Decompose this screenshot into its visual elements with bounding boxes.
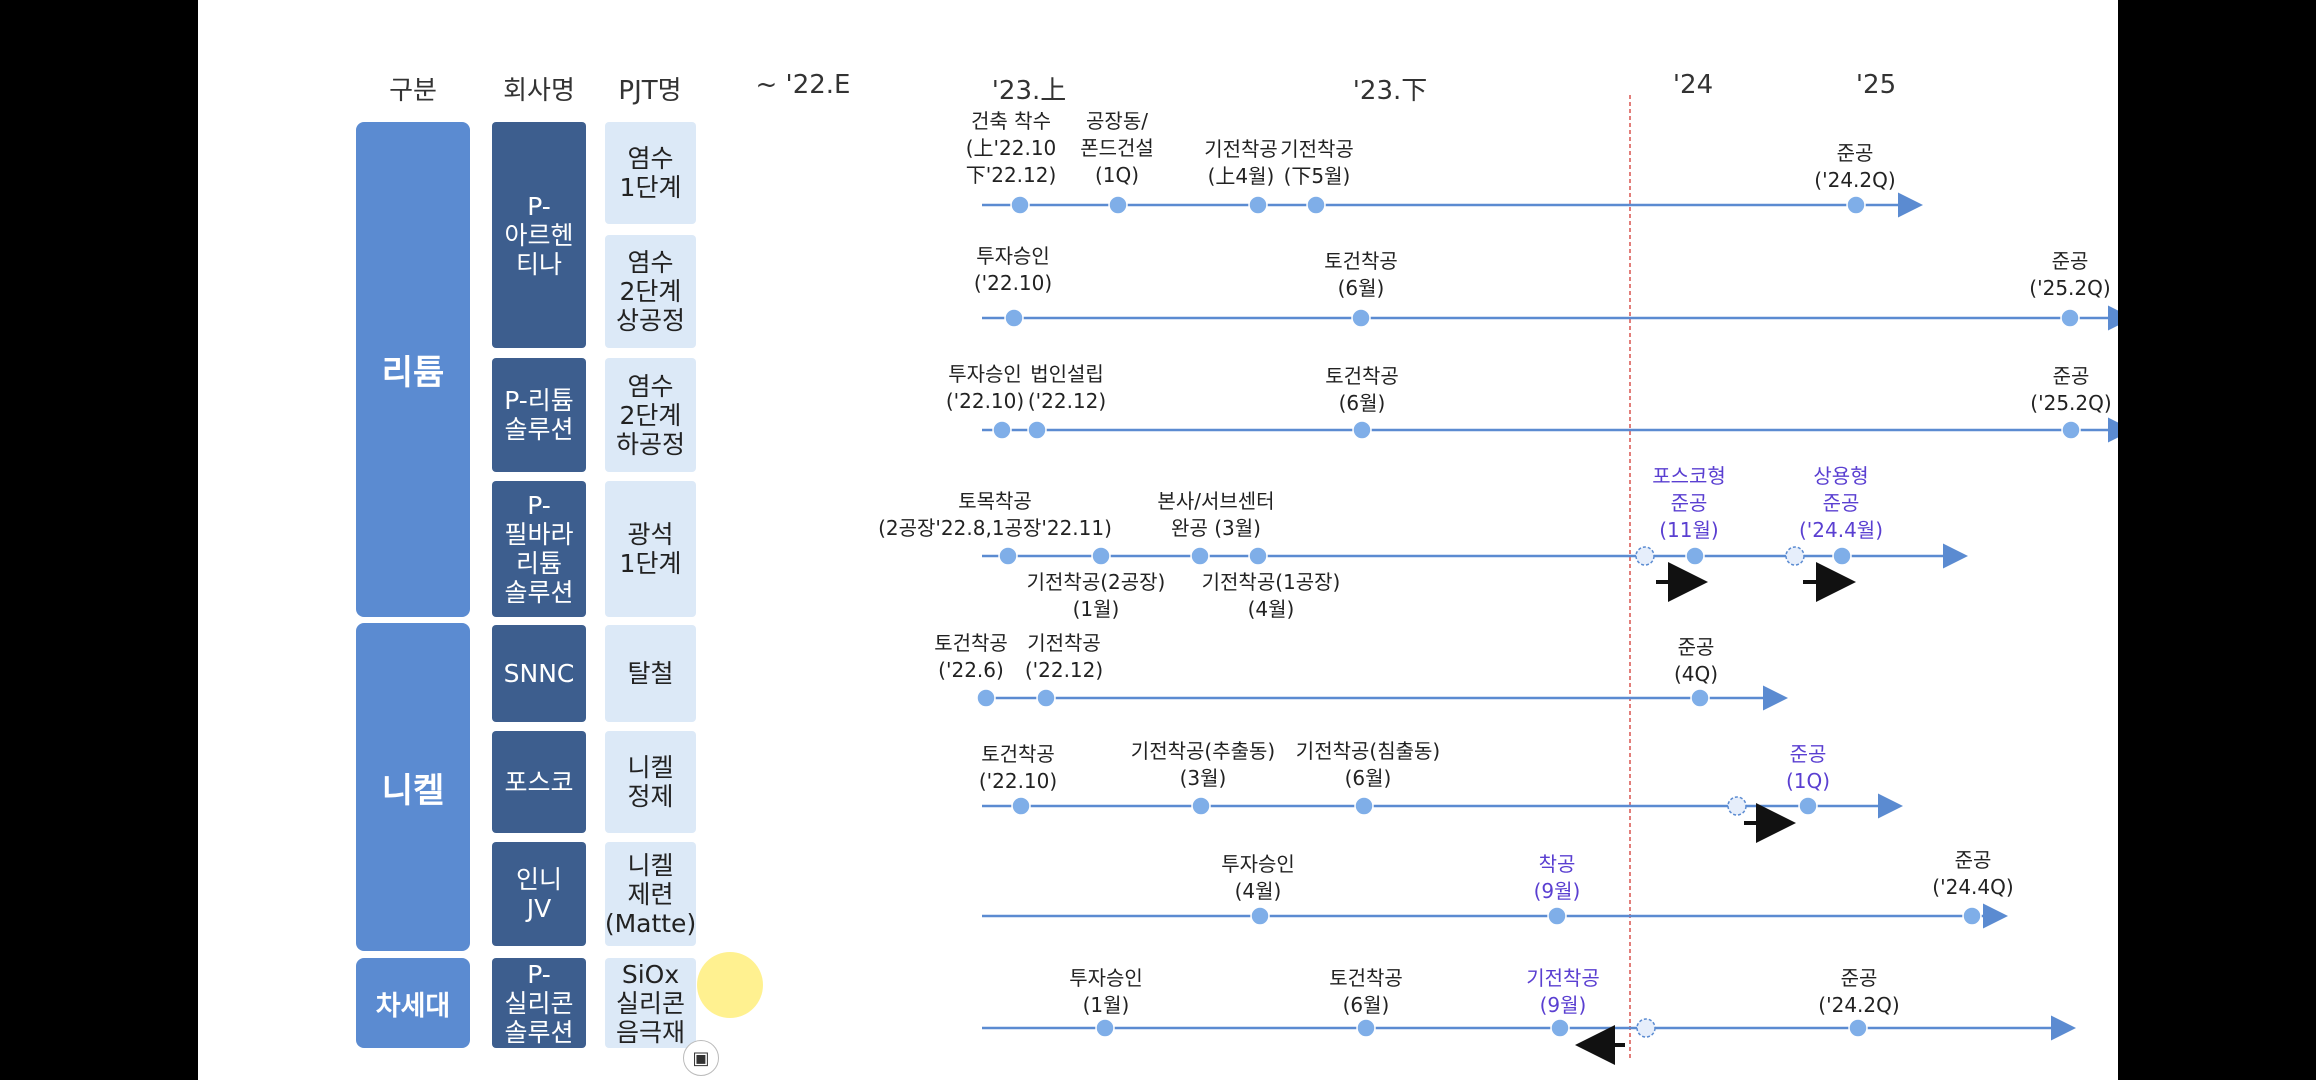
- milestone-marker: [1547, 906, 1567, 926]
- milestone-label: 준공 ('25.2Q): [2029, 249, 2111, 300]
- milestone-label: 상용형 준공 ('24.4월): [1798, 464, 1884, 542]
- company-p-lithium-solution: P-리튬 솔루션: [492, 358, 586, 472]
- milestone-label: 토건착공 (6월): [1329, 966, 1403, 1017]
- milestone-marker: [1191, 796, 1211, 816]
- milestone-label: 투자승인 (1월): [1069, 966, 1143, 1017]
- project-nickel-smelting: 니켈 제련 (Matte): [605, 842, 696, 946]
- project-brine-phase2-upper: 염수 2단계 상공정: [605, 235, 696, 348]
- milestone-label: 준공 ('25.2Q): [2030, 364, 2112, 415]
- company-posco: 포스코: [492, 731, 586, 833]
- milestone-label: 준공 (1Q): [1785, 742, 1831, 793]
- category-lithium: 리튬: [356, 122, 470, 617]
- milestone-marker: [992, 420, 1012, 440]
- planned-milestone-marker: [1785, 546, 1805, 566]
- milestone-label: 포스코형 준공 (11월): [1652, 464, 1726, 542]
- milestone-label: 기전착공(추출동) (3월): [1130, 739, 1276, 790]
- milestone-label: 기전착공(2공장) (1월): [1026, 570, 1166, 621]
- milestone-label: 토건착공 ('22.10): [978, 742, 1058, 793]
- milestone-marker: [1832, 546, 1852, 566]
- milestone-label: 토건착공 ('22.6): [934, 631, 1008, 682]
- milestone-marker: [1004, 308, 1024, 328]
- milestone-marker: [1036, 688, 1056, 708]
- milestone-marker: [976, 688, 996, 708]
- milestone-marker: [1846, 195, 1866, 215]
- timeline-canvas: [976, 95, 2118, 1065]
- company-snnc: SNNC: [492, 625, 586, 722]
- planned-milestone-marker: [1635, 546, 1655, 566]
- timeline-slide: 구분 회사명 PJT명 ~ '22.E '23.上 '23.下 '24 '25 …: [198, 0, 2118, 1080]
- milestone-marker: [1848, 1018, 1868, 1038]
- company-p-pilbara: P- 필바라 리튬 솔루션: [492, 481, 586, 617]
- milestone-marker: [1010, 195, 1030, 215]
- category-next-gen: 차세대: [356, 958, 470, 1048]
- milestone-marker: [1108, 195, 1128, 215]
- header-category: 구분: [389, 76, 437, 106]
- milestone-marker: [1690, 688, 1710, 708]
- milestone-marker: [1027, 420, 1047, 440]
- header-period-24: '24: [1672, 70, 1714, 100]
- header-project: PJT명: [618, 76, 682, 106]
- milestone-marker: [2061, 420, 2081, 440]
- milestone-label: 건축 착수 (上'22.10 下'22.12): [965, 109, 1057, 187]
- header-company: 회사명: [503, 76, 575, 106]
- project-brine-phase1: 염수 1단계: [605, 122, 696, 224]
- project-siox-anode: SiOx 실리콘 음극재: [605, 958, 696, 1048]
- project-brine-phase2-lower: 염수 2단계 하공정: [605, 358, 696, 472]
- milestone-marker: [998, 546, 1018, 566]
- milestone-marker: [1248, 195, 1268, 215]
- milestone-marker: [1351, 308, 1371, 328]
- milestone-label: 투자승인 ('22.10): [945, 362, 1025, 413]
- planned-milestone-marker: [1727, 796, 1747, 816]
- milestone-label: 기전착공(1공장) (4월): [1201, 570, 1341, 621]
- company-indonesia-jv: 인니 JV: [492, 842, 586, 946]
- milestone-marker: [1356, 1018, 1376, 1038]
- category-nickel: 니켈: [356, 623, 470, 951]
- milestone-marker: [1248, 546, 1268, 566]
- header-period-23h2: '23.下: [1352, 76, 1428, 106]
- milestone-label: 법인설립 ('22.12): [1027, 362, 1107, 413]
- milestone-label: 기전착공 (9월): [1526, 966, 1600, 1017]
- milestone-marker: [1306, 195, 1326, 215]
- milestone-label: 기전착공 (下5월): [1280, 137, 1354, 188]
- milestone-marker: [2060, 308, 2080, 328]
- milestone-label: 기전착공 (上4월): [1204, 137, 1278, 188]
- company-p-silicon-solution: P- 실리콘 솔루션: [492, 958, 586, 1048]
- milestone-label: 토목착공 (2공장'22.8,1공장'22.11): [878, 489, 1112, 540]
- company-p-argentina: P- 아르헨 티나: [492, 122, 586, 348]
- video-camera-icon[interactable]: ▣: [683, 1040, 719, 1076]
- header-period-22e: ~ '22.E: [755, 70, 851, 100]
- milestone-marker: [1352, 420, 1372, 440]
- milestone-label: 본사/서브센터 완공 (3월): [1157, 489, 1275, 540]
- milestone-label: 착공 (9월): [1533, 852, 1581, 903]
- milestone-label: 토건착공 (6월): [1325, 364, 1399, 415]
- milestone-marker: [1550, 1018, 1570, 1038]
- milestone-label: 준공 ('24.2Q): [1818, 966, 1900, 1017]
- header-period-25: '25: [1855, 70, 1897, 100]
- milestone-marker: [1354, 796, 1374, 816]
- milestone-label: 준공 ('24.4Q): [1932, 848, 2014, 899]
- milestone-marker: [1091, 546, 1111, 566]
- milestone-label: 준공 ('24.2Q): [1814, 141, 1896, 192]
- milestone-label: 공장동/ 폰드건설 (1Q): [1080, 109, 1154, 187]
- milestone-label: 기전착공 ('22.12): [1024, 631, 1104, 682]
- milestone-marker: [1250, 906, 1270, 926]
- project-ore-phase1: 광석 1단계: [605, 481, 696, 617]
- header-period-23h1: '23.上: [991, 76, 1067, 106]
- milestone-marker: [1685, 546, 1705, 566]
- project-iron-removal: 탈철: [605, 625, 696, 722]
- milestone-label: 투자승인 (4월): [1221, 852, 1295, 903]
- milestone-marker: [1798, 796, 1818, 816]
- milestone-label: 토건착공 (6월): [1324, 249, 1398, 300]
- project-nickel-refining: 니켈 정제: [605, 731, 696, 833]
- milestone-marker: [1190, 546, 1210, 566]
- milestone-marker: [1962, 906, 1982, 926]
- milestone-marker: [1011, 796, 1031, 816]
- milestone-label: 투자승인 ('22.10): [973, 244, 1053, 295]
- milestone-label: 준공 (4Q): [1673, 635, 1719, 686]
- milestone-marker: [1095, 1018, 1115, 1038]
- planned-milestone-marker: [1636, 1018, 1656, 1038]
- milestone-label: 기전착공(침출동) (6월): [1295, 739, 1441, 790]
- cursor-highlight: [697, 952, 763, 1018]
